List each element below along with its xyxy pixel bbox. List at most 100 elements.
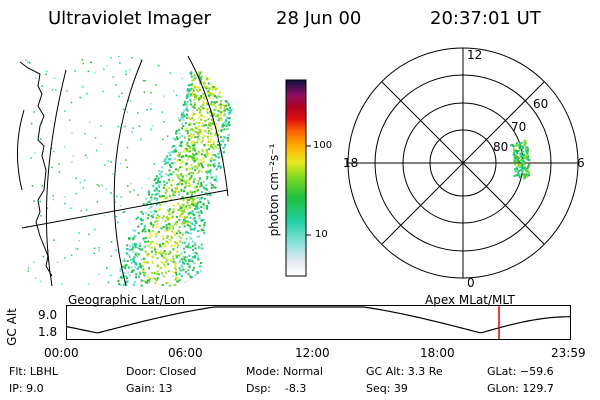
aurora-pixel [147,229,150,232]
aurora-pixel [161,255,164,257]
aurora-pixel [188,88,190,91]
aurora-pixel [182,125,185,127]
aurora-pixel [212,76,215,79]
aurora-pixel [193,217,196,220]
aurora-pixel [193,166,196,168]
aurora-pixel [516,174,519,177]
aurora-pixel [199,265,202,268]
aurora-pixel [181,183,184,185]
aurora-pixel [175,147,178,150]
noise-pixel [110,274,112,277]
aurora-pixel [176,250,179,253]
aurora-pixel [166,258,169,261]
noise-pixel [78,232,80,234]
aurora-pixel [197,179,200,182]
aurora-pixel [184,180,186,183]
aurora-pixel [518,166,521,169]
aurora-pixel [198,169,201,172]
noise-pixel [181,77,183,80]
aurora-pixel [167,174,170,177]
aurora-pixel [152,213,155,216]
aurora-pixel [163,263,166,266]
aurora-pixel [149,206,152,209]
aurora-pixel [172,193,175,196]
aurora-pixel [173,161,176,164]
aurora-pixel [514,156,517,159]
aurora-pixel [210,144,213,146]
noise-pixel [71,132,73,134]
noise-pixel [76,248,79,250]
aurora-pixel [225,80,228,83]
aurora-pixel [190,164,193,167]
aurora-pixel [518,143,521,146]
aurora-pixel [147,276,150,279]
noise-pixel [94,137,97,139]
aurora-pixel [214,155,217,158]
aurora-pixel [180,252,183,255]
noise-pixel [96,183,99,186]
aurora-pixel [155,217,158,220]
info-gain: Gain: 13 [126,382,173,395]
aurora-pixel [202,80,205,83]
noise-pixel [58,163,60,165]
noise-pixel [124,125,126,128]
aurora-pixel [193,78,196,81]
aurora-pixel [195,205,198,208]
aurora-pixel [202,166,204,169]
aurora-pixel [119,268,122,270]
noise-pixel [193,89,195,92]
noise-pixel [189,281,191,284]
aurora-pixel [212,73,215,76]
aurora-pixel [156,181,159,184]
aurora-pixel [191,210,194,213]
aurora-pixel [193,282,196,285]
aurora-pixel [178,240,181,243]
noise-pixel [107,160,110,162]
aurora-pixel [194,207,197,210]
aurora-pixel [177,169,180,172]
aurora-pixel [223,128,226,131]
noise-pixel [30,122,33,125]
aurora-pixel [227,92,230,95]
noise-pixel [29,61,31,64]
aurora-pixel [173,149,176,152]
aurora-pixel [130,271,133,274]
aurora-pixel [190,105,193,108]
aurora-pixel [180,258,183,261]
aurora-pixel [193,74,196,76]
aurora-pixel [137,247,140,249]
aurora-pixel [187,156,190,158]
aurora-pixel [123,272,126,275]
noise-pixel [25,59,27,61]
aurora-pixel [200,153,203,156]
aurora-pixel [215,115,218,118]
aurora-pixel [176,242,179,245]
aurora-pixel [211,88,214,91]
noise-pixel [191,117,194,119]
aurora-pixel [211,93,214,96]
aurora-pixel [205,149,208,151]
aurora-pixel [143,246,146,249]
aurora-pixel [524,143,526,146]
aurora-pixel [152,226,154,229]
aurora-pixel [160,170,163,173]
aurora-pixel [193,142,196,145]
noise-pixel [40,138,42,140]
aurora-pixel [178,155,181,158]
noise-pixel [194,144,196,146]
aurora-pixel [215,78,217,81]
aurora-pixel [142,268,145,271]
aurora-pixel [185,127,188,130]
aurora-pixel [191,79,194,82]
aurora-pixel [134,229,137,232]
aurora-pixel [199,129,202,132]
aurora-pixel [156,197,159,200]
noise-pixel [192,106,195,108]
aurora-pixel [515,142,518,145]
noise-pixel [75,177,77,179]
noise-pixel [120,205,122,207]
aurora-pixel [226,83,229,85]
aurora-pixel [175,168,177,171]
aurora-pixel [217,147,220,149]
aurora-pixel [211,77,214,80]
